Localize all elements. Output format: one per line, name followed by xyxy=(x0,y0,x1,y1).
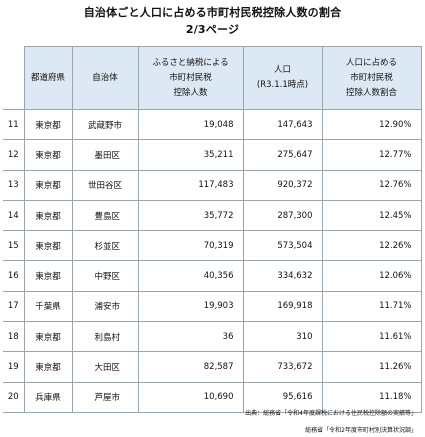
table-row: 18 東京都 利島村 36 310 11.61% xyxy=(3,321,422,353)
deduction-cell: 70,319 xyxy=(137,230,244,262)
ratio-cell: 11.26% xyxy=(321,351,422,383)
table-row: 12 東京都 墨田区 35,211 275,647 12.77% xyxy=(3,139,422,171)
rank-cell: 11 xyxy=(3,108,25,141)
deduction-cell: 82,587 xyxy=(137,351,244,383)
prefecture-cell: 東京都 xyxy=(23,351,73,383)
municipality-cell: 浦安市 xyxy=(71,290,139,323)
page-indicator: 2/3ページ xyxy=(185,23,240,36)
municipality-cell: 杉並区 xyxy=(71,230,139,262)
ratio-cell: 11.18% xyxy=(321,381,422,413)
ratio-cell: 11.71% xyxy=(321,290,422,323)
rank-cell: 17 xyxy=(3,290,25,323)
population-cell: 147,643 xyxy=(242,108,323,141)
prefecture-cell: 東京都 xyxy=(23,199,73,232)
deduction-cell: 19,048 xyxy=(137,108,244,141)
population-cell: 287,300 xyxy=(242,199,323,232)
table-row: 11 東京都 武蔵野市 19,048 147,643 12.90% xyxy=(3,108,422,141)
table-row: 17 千葉県 浦安市 19,903 169,918 11.71% xyxy=(3,290,422,323)
rank-cell: 12 xyxy=(3,139,25,171)
rank-cell: 13 xyxy=(3,169,25,201)
rank-header xyxy=(3,46,25,110)
municipality-cell: 大田区 xyxy=(71,351,139,383)
table-row: 20 兵庫県 芦屋市 10,690 95,616 11.18% xyxy=(3,381,422,413)
table-row: 16 東京都 中野区 40,356 334,632 12.06% xyxy=(3,260,422,292)
rank-cell: 15 xyxy=(3,230,25,262)
municipality-cell: 世田谷区 xyxy=(71,169,139,201)
ratio-cell: 11.61% xyxy=(321,321,422,353)
ratio-cell: 12.77% xyxy=(321,139,422,171)
population-cell: 920,372 xyxy=(242,169,323,201)
ratio-cell: 12.06% xyxy=(321,260,422,292)
deduction-cell: 40,356 xyxy=(137,260,244,292)
population-cell: 573,504 xyxy=(242,230,323,262)
table-row: 19 東京都 大田区 82,587 733,672 11.26% xyxy=(3,351,422,383)
deduction-cell: 36 xyxy=(137,321,244,353)
deduction-header: ふるさと納税による 市町村民税 控除人数 xyxy=(137,46,244,110)
rank-cell: 20 xyxy=(3,381,25,413)
table-row: 13 東京都 世田谷区 117,483 920,372 12.76% xyxy=(3,169,422,201)
prefecture-cell: 東京都 xyxy=(23,230,73,262)
rank-cell: 16 xyxy=(3,260,25,292)
municipality-cell: 利島村 xyxy=(71,321,139,353)
table-header-row: 都道府県 自治体 ふるさと納税による 市町村民税 控除人数 人口 (R3.1.1… xyxy=(3,46,422,110)
prefecture-cell: 兵庫県 xyxy=(23,381,73,413)
deduction-cell: 35,211 xyxy=(137,139,244,171)
prefecture-cell: 東京都 xyxy=(23,260,73,292)
population-cell: 310 xyxy=(242,321,323,353)
prefecture-cell: 東京都 xyxy=(23,139,73,171)
table-row: 15 東京都 杉並区 70,319 573,504 12.26% xyxy=(3,230,422,262)
ratio-cell: 12.90% xyxy=(321,108,422,141)
population-cell: 334,632 xyxy=(242,260,323,292)
municipality-cell: 豊島区 xyxy=(71,199,139,232)
municipality-cell: 芦屋市 xyxy=(71,381,139,413)
rank-cell: 18 xyxy=(3,321,25,353)
prefecture-cell: 東京都 xyxy=(23,321,73,353)
source-note: 総務省「令和2年度市町村別決算状況調」 xyxy=(305,427,417,434)
prefecture-cell: 東京都 xyxy=(23,169,73,201)
ratio-cell: 12.76% xyxy=(321,169,422,201)
population-cell: 169,918 xyxy=(242,290,323,323)
population-header: 人口 (R3.1.1時点) xyxy=(242,46,323,110)
ratio-table: 都道府県 自治体 ふるさと納税による 市町村民税 控除人数 人口 (R3.1.1… xyxy=(3,46,422,413)
prefecture-cell: 東京都 xyxy=(23,108,73,141)
municipality-cell: 武蔵野市 xyxy=(71,108,139,141)
prefecture-cell: 千葉県 xyxy=(23,290,73,323)
deduction-cell: 35,772 xyxy=(137,199,244,232)
table-row: 14 東京都 豊島区 35,772 287,300 12.45% xyxy=(3,199,422,232)
ratio-cell: 12.45% xyxy=(321,199,422,232)
page-title: 自治体ごと人口に占める市町村民税控除人数の割合 xyxy=(83,6,342,19)
population-cell: 733,672 xyxy=(242,351,323,383)
rank-cell: 19 xyxy=(3,351,25,383)
ratio-header: 人口に占める 市町村民税 控除人数割合 xyxy=(321,46,422,110)
ratio-cell: 12.26% xyxy=(321,230,422,262)
municipality-cell: 墨田区 xyxy=(71,139,139,171)
municipality-cell: 中野区 xyxy=(71,260,139,292)
deduction-cell: 19,903 xyxy=(137,290,244,323)
deduction-cell: 10,690 xyxy=(137,381,244,413)
deduction-cell: 117,483 xyxy=(137,169,244,201)
prefecture-header: 都道府県 xyxy=(23,46,73,110)
municipality-header: 自治体 xyxy=(71,46,139,110)
rank-cell: 14 xyxy=(3,199,25,232)
population-cell: 275,647 xyxy=(242,139,323,171)
source-note: 出典：総務省「令和4年度課税における住民税控除額の実績等」 xyxy=(245,410,417,417)
